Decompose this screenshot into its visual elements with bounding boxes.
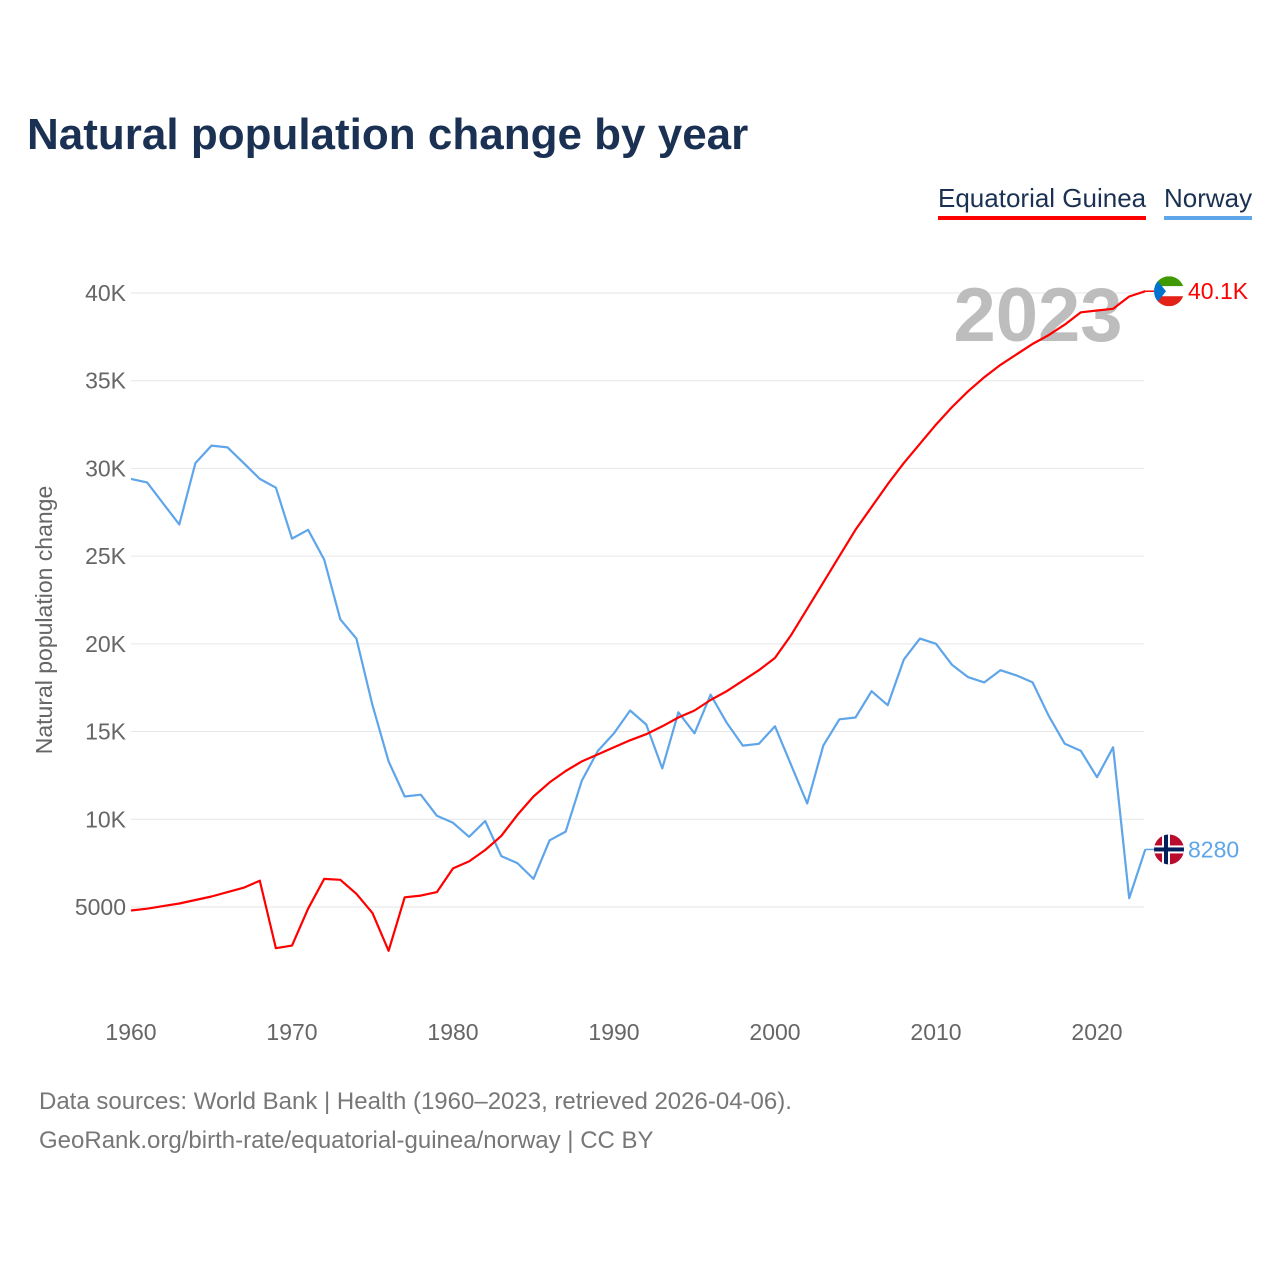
y-tick-label: 10K bbox=[85, 806, 127, 832]
series-line-equatorial-guinea bbox=[130, 290, 1146, 952]
flag-green bbox=[1154, 276, 1184, 287]
flag-white bbox=[1154, 286, 1184, 297]
legend-norway[interactable]: Norway bbox=[1164, 183, 1253, 220]
x-tick-label: 2000 bbox=[749, 1019, 800, 1045]
y-axis-label: Natural population change bbox=[31, 486, 57, 755]
end-value-label: 40.1K bbox=[1188, 278, 1249, 304]
x-tick-label: 1990 bbox=[588, 1019, 639, 1045]
y-tick-label: 20K bbox=[85, 631, 127, 657]
x-tick-label: 2020 bbox=[1071, 1019, 1122, 1045]
y-tick-label: 5000 bbox=[75, 894, 126, 920]
series-line-norway bbox=[130, 444, 1147, 900]
year-watermark: 2023 bbox=[953, 273, 1122, 358]
flag bbox=[1154, 834, 1184, 865]
equatorial-guinea-flag-icon bbox=[1154, 276, 1184, 307]
footer-sources: Data sources: World Bank | Health (1960–… bbox=[39, 1088, 792, 1115]
norway-flag-icon bbox=[1154, 834, 1184, 865]
flag-red bbox=[1154, 296, 1184, 307]
x-tick-label: 2010 bbox=[910, 1019, 961, 1045]
y-tick-label: 35K bbox=[85, 368, 127, 394]
flag-triangle bbox=[1154, 276, 1166, 307]
flag-blue-h bbox=[1154, 847, 1184, 852]
footer-link[interactable]: GeoRank.org/birth-rate/equatorial-guinea… bbox=[39, 1127, 654, 1154]
y-tick-label: 25K bbox=[85, 543, 127, 569]
y-tick-label: 30K bbox=[85, 455, 127, 481]
x-tick-label: 1980 bbox=[427, 1019, 478, 1045]
flag bbox=[1154, 276, 1184, 307]
x-tick-label: 1970 bbox=[266, 1019, 317, 1045]
y-tick-label: 15K bbox=[85, 719, 127, 745]
y-tick-label: 40K bbox=[85, 280, 127, 306]
flag-blue-v bbox=[1164, 834, 1168, 865]
legend-equatorial-guinea[interactable]: Equatorial Guinea bbox=[938, 183, 1147, 220]
x-tick-label: 1960 bbox=[105, 1019, 156, 1045]
end-value-label: 8280 bbox=[1188, 836, 1239, 862]
chart-title: Natural population change by year bbox=[27, 110, 749, 159]
